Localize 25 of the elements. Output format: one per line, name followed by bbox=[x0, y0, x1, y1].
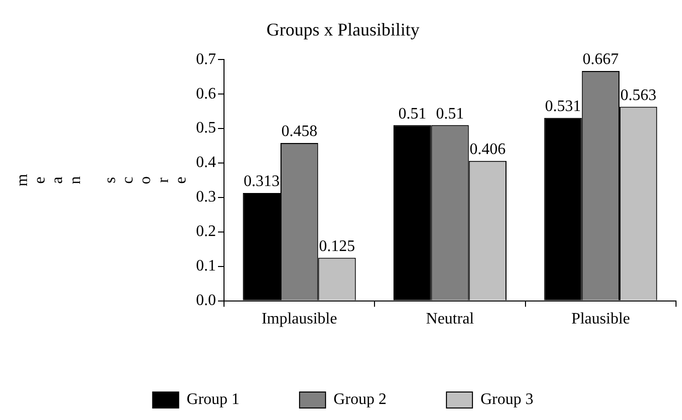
data-label: 0.531 bbox=[545, 98, 581, 116]
data-label: 0.667 bbox=[582, 51, 619, 68]
y-tick-label: 0.2 bbox=[196, 223, 216, 240]
y-tick-label: 0.0 bbox=[196, 292, 216, 310]
y-tick-label: 0.7 bbox=[196, 50, 216, 68]
data-label: 0.406 bbox=[470, 141, 506, 158]
data-label: 0.125 bbox=[319, 238, 355, 255]
y-tick-label: 0.5 bbox=[196, 120, 216, 137]
y-tick-label: 0.1 bbox=[196, 258, 216, 275]
data-label: 0.458 bbox=[281, 123, 318, 140]
text: mean score bbox=[14, 174, 190, 186]
legend-label: Group 1 bbox=[186, 391, 240, 408]
data-label: 0.51 bbox=[436, 105, 464, 122]
y-tick-label: 0.4 bbox=[196, 154, 216, 172]
y-tick-label: 0.3 bbox=[196, 188, 216, 206]
x-tick-label: Plausible bbox=[571, 310, 630, 328]
legend-label: Group 2 bbox=[334, 391, 386, 408]
legend-label: Group 3 bbox=[480, 391, 534, 408]
data-label: 0.51 bbox=[398, 105, 426, 122]
chart-title: Groups x Plausibility bbox=[266, 20, 420, 40]
y-tick-label: 0.6 bbox=[196, 85, 216, 102]
x-tick-label: Neutral bbox=[426, 310, 475, 328]
x-tick-label: Implausible bbox=[262, 310, 338, 328]
data-label: 0.313 bbox=[244, 173, 280, 190]
data-label: 0.563 bbox=[620, 87, 656, 104]
